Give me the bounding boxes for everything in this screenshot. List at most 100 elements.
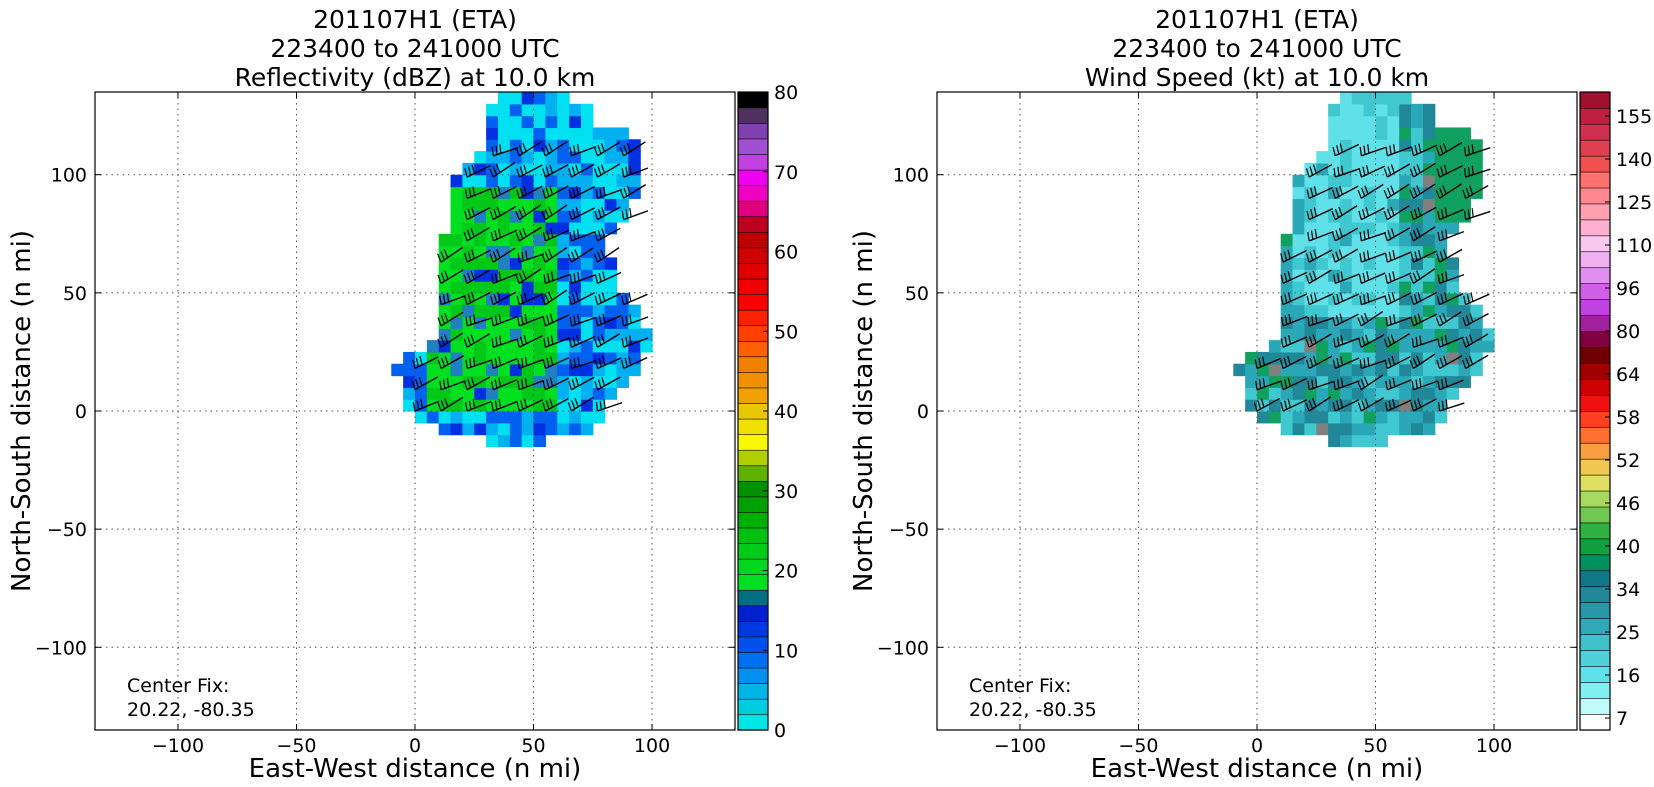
wind-barb-flag [593,338,599,348]
echo-cell [486,139,499,152]
wind-barb-flag [1393,314,1396,324]
wind-barb-flag [1462,359,1467,369]
echo-cell [497,127,511,140]
wind-barb-flag [541,253,546,263]
wind-barb-flag [1305,402,1310,412]
echo-cell [533,115,546,129]
echo-cell [1446,304,1460,318]
echo-cell [474,422,487,436]
echo-cell [1304,304,1317,318]
echo-field [1233,92,1495,448]
wind-barb-flag [1287,355,1291,365]
echo-cell [497,245,511,259]
echo-cell [616,186,629,199]
colorbar-swatch [737,231,769,249]
wind-barb-flag [1442,185,1447,195]
echo-cell [509,174,523,188]
wind-barb-flag [1332,189,1336,199]
echo-cell [474,281,487,294]
wind-barb-flag [569,316,573,327]
colorbar-swatch [737,698,769,716]
colorbar-swatch [737,605,769,622]
wind-barb-flag [464,189,468,199]
echo-cell [1399,363,1412,377]
wind-barb-flag [571,379,576,388]
colorbar-swatch [1579,649,1611,667]
echo-cell [509,92,523,105]
echo-cell [474,151,487,164]
echo-cell [450,174,464,188]
wind-barb-flag [1313,355,1317,365]
wind-barb-flag [629,335,632,345]
wind-barb-flag [1410,317,1415,327]
echo-cell [592,127,606,140]
wind-barb-flag [1467,209,1470,219]
echo-cell [533,162,546,176]
wind-barb-flag [464,168,468,178]
wind-barb-flag [1340,377,1344,388]
wind-barb-flag [550,356,554,366]
wind-barb-flag [1443,249,1448,259]
colorbar-swatch [1579,602,1611,619]
wind-barb-flag [1417,313,1422,323]
echo-cell [521,162,535,176]
echo-cell [462,411,475,424]
wind-barb-flag [1411,338,1415,348]
echo-cell [486,375,499,388]
echo-cell [580,115,594,129]
echo-cell [1375,340,1388,353]
echo-cell [1375,257,1388,270]
echo-cell [1446,281,1460,294]
echo-cell [1411,363,1424,377]
echo-cell [1304,257,1317,270]
colorbar-swatch [1579,203,1611,221]
wind-barb-flag [412,402,416,412]
wind-barb-flag [1471,208,1474,218]
wind-barb-flag [1413,166,1418,176]
echo-cell [1422,198,1436,211]
wind-barb-flag [548,249,553,258]
wind-barb-flag [1284,336,1288,346]
echo-cell [438,316,452,329]
wind-barb-flag [1437,274,1441,284]
x-tick-label: −100 [152,735,204,757]
echo-cell [1399,198,1412,211]
colorbar-swatch [737,620,769,638]
wind-barb-flag [542,189,546,199]
echo-cell [1399,245,1412,259]
echo-cell [403,387,416,400]
wind-barb-flag [1383,338,1388,348]
wind-barb-flag [524,292,528,302]
echo-cell [450,411,464,424]
wind-barb-flag [599,187,602,198]
echo-cell [580,257,594,270]
echo-cell [486,174,499,188]
wind-barb-flag [1339,398,1344,408]
wind-barb-flag [1411,380,1415,390]
echo-cell [509,387,523,400]
echo-cell [1482,328,1495,341]
wind-barb-flag [498,377,502,387]
wind-barb-flag [1392,377,1396,387]
echo-cell [1316,210,1329,223]
wind-barb-flag [549,313,554,323]
echo-cell [497,363,511,377]
echo-cell [592,281,606,294]
echo-cell [569,292,582,306]
wind-barb-flag [574,398,579,407]
wind-barb-flag [567,402,573,412]
wind-barb-flag [494,272,498,283]
wind-barb-flag [1441,400,1444,410]
wind-barb-flag [1410,210,1415,220]
echo-cell [1399,221,1412,235]
colorbar-swatch [737,356,769,373]
echo-cell [545,103,558,117]
echo-cell [497,411,511,424]
wind-barb-flag [598,294,602,304]
echo-cell [450,210,464,223]
echo-cell [1399,186,1412,199]
wind-barb-flag [595,317,599,327]
wind-barb-flag [1471,144,1474,154]
echo-cell [604,221,618,235]
echo-cell [1375,186,1388,199]
